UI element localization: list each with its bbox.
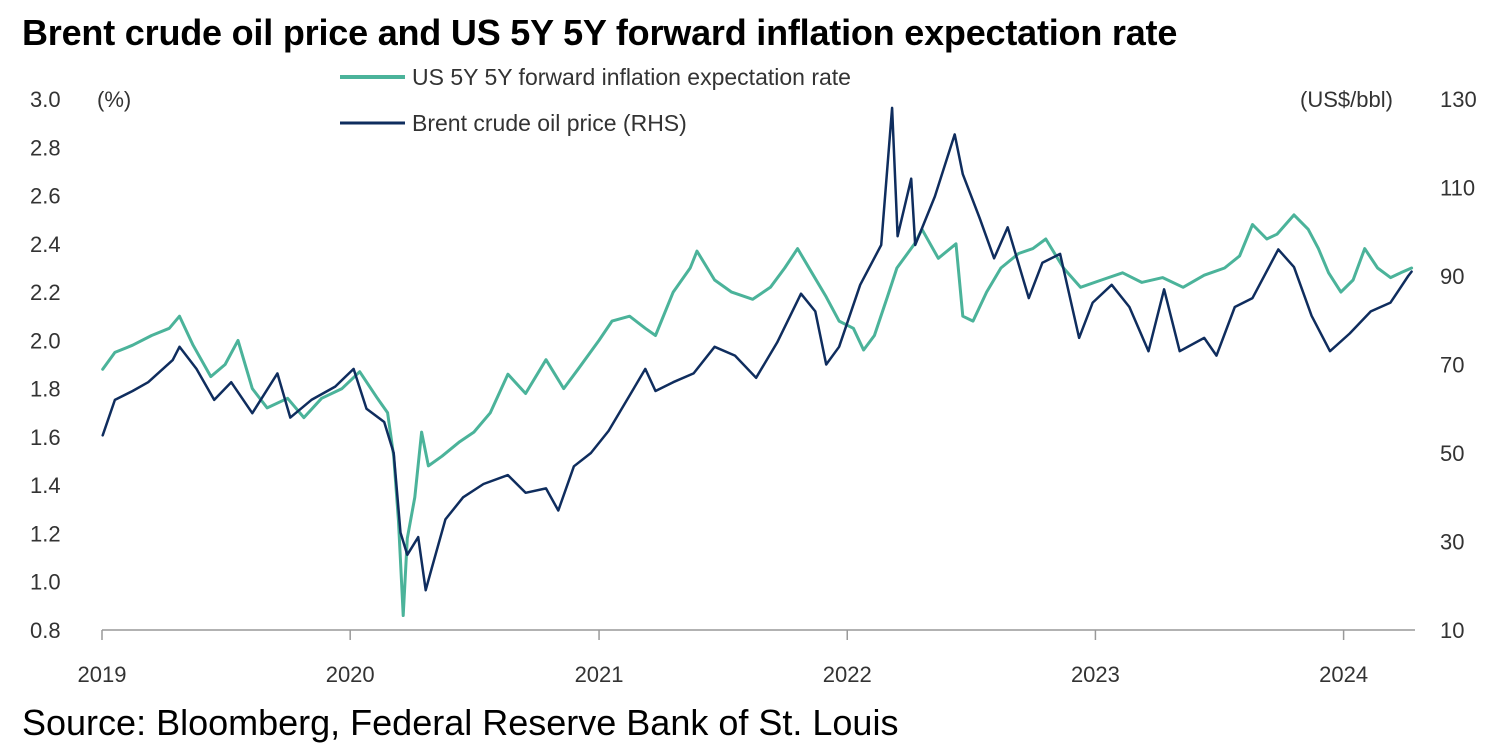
left-tick-label: 1.2 (30, 521, 61, 546)
right-tick-label: 130 (1440, 87, 1477, 112)
left-tick-label: 1.0 (30, 570, 61, 595)
right-axis: 10 30 50 70 90 110 130 (1440, 87, 1477, 643)
x-tick-label: 2022 (823, 662, 872, 687)
left-tick-label: 2.6 (30, 184, 61, 209)
left-axis: 0.8 1.0 1.2 1.4 1.6 1.8 2.0 2.2 2.4 2.6 2.8 3.0 (30, 87, 61, 643)
left-tick-label: 2.0 (30, 328, 61, 353)
x-tick-label: 2024 (1319, 662, 1368, 687)
left-tick-label: 0.8 (30, 618, 61, 643)
chart-title: Brent crude oil price and US 5Y 5Y forwa… (22, 12, 1178, 53)
left-tick-label: 1.4 (30, 473, 61, 498)
right-tick-label: 70 (1440, 353, 1464, 378)
right-tick-label: 90 (1440, 264, 1464, 289)
right-tick-label: 30 (1440, 530, 1464, 555)
series-line-inflation (101, 213, 1414, 617)
legend-label-brent: Brent crude oil price (RHS) (412, 110, 687, 136)
left-tick-label: 2.8 (30, 135, 61, 160)
chart: 0.8 1.0 1.2 1.4 1.6 1.8 2.0 2.2 2.4 2.6 2.8 3.0 10 3… (30, 64, 1477, 687)
right-axis-unit: (US$/bbl) (1300, 87, 1393, 112)
left-tick-label: 1.8 (30, 377, 61, 402)
legend: US 5Y 5Y forward inflation expectation r… (340, 64, 851, 136)
source-note: Source: Bloomberg, Federal Reserve Bank … (22, 702, 899, 743)
left-tick-label: 3.0 (30, 87, 61, 112)
series-layer (101, 106, 1414, 617)
x-tick-label: 2023 (1071, 662, 1120, 687)
x-tick-label: 2021 (575, 662, 624, 687)
left-tick-label: 2.2 (30, 280, 61, 305)
left-tick-label: 1.6 (30, 425, 61, 450)
left-axis-unit: (%) (97, 87, 131, 112)
left-tick-label: 2.4 (30, 232, 61, 257)
right-tick-label: 110 (1440, 176, 1475, 201)
right-tick-label: 50 (1440, 441, 1464, 466)
x-tick-label: 2019 (78, 662, 127, 687)
right-tick-label: 10 (1440, 618, 1464, 643)
series-line-brent (101, 106, 1413, 592)
x-axis: 2019 2020 2021 2022 2023 2024 (78, 629, 1415, 687)
x-tick-label: 2020 (326, 662, 375, 687)
legend-label-inflation: US 5Y 5Y forward inflation expectation r… (412, 64, 851, 90)
